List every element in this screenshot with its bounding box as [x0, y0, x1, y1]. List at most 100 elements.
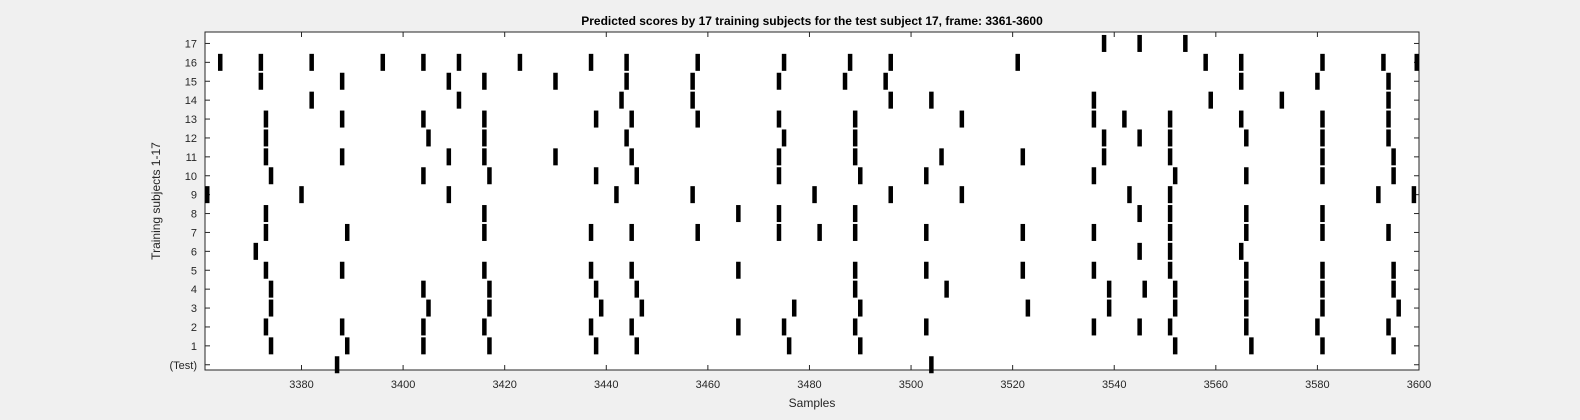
y-tick-label: 8: [191, 209, 197, 221]
score-mark: [1320, 223, 1325, 241]
score-mark: [1386, 318, 1391, 336]
score-mark: [1320, 167, 1325, 185]
chart-title: Predicted scores by 17 training subjects…: [581, 14, 1043, 28]
plot-area: [204, 31, 1420, 371]
score-mark: [263, 205, 269, 223]
score-mark: [690, 91, 695, 109]
score-mark: [852, 280, 858, 298]
x-tick-label: 3440: [594, 379, 618, 391]
x-axis-title: Samples: [789, 396, 836, 410]
x-tick-label: 3560: [1204, 379, 1228, 391]
score-mark: [1167, 186, 1173, 204]
score-mark: [1091, 318, 1097, 336]
score-mark: [1183, 34, 1188, 52]
score-mark: [593, 110, 599, 128]
score-mark: [1391, 148, 1396, 166]
score-mark: [1208, 91, 1213, 109]
score-mark: [1391, 167, 1396, 185]
score-mark: [1391, 337, 1396, 355]
score-mark: [339, 72, 345, 90]
score-mark: [959, 110, 965, 128]
score-mark: [588, 318, 594, 336]
score-mark: [593, 167, 599, 185]
score-mark: [624, 129, 629, 147]
score-mark: [852, 205, 858, 223]
score-mark: [299, 186, 304, 204]
score-mark: [776, 148, 782, 166]
score-mark: [1244, 223, 1249, 241]
score-mark: [929, 91, 934, 109]
score-mark: [1020, 148, 1026, 166]
score-mark: [456, 91, 462, 109]
score-mark: [1381, 53, 1386, 71]
score-mark: [446, 186, 452, 204]
score-mark: [888, 186, 893, 204]
score-mark: [1244, 167, 1249, 185]
score-mark: [781, 318, 787, 336]
score-mark: [1172, 167, 1178, 185]
score-mark: [588, 261, 594, 279]
y-tick-label: 17: [185, 38, 197, 50]
score-mark: [776, 167, 782, 185]
score-mark: [263, 110, 269, 128]
x-tick-label: 3520: [1000, 379, 1024, 391]
score-mark: [588, 223, 594, 241]
score-mark: [426, 129, 431, 147]
y-tick-label: 15: [185, 76, 197, 88]
score-mark: [1320, 299, 1325, 317]
score-mark: [339, 318, 345, 336]
y-tick-label: 1: [191, 341, 197, 353]
score-mark: [1142, 280, 1147, 298]
score-mark: [1167, 205, 1173, 223]
score-mark: [593, 280, 599, 298]
score-mark: [1320, 53, 1325, 71]
score-mark: [421, 318, 426, 336]
score-mark: [553, 72, 558, 90]
y-tick-label: (Test): [170, 360, 198, 372]
score-mark: [852, 318, 858, 336]
score-mark: [791, 299, 797, 317]
score-mark: [1172, 280, 1178, 298]
score-mark: [446, 72, 452, 90]
score-mark: [883, 72, 888, 90]
score-mark: [858, 299, 863, 317]
score-mark: [1172, 337, 1178, 355]
score-mark: [776, 205, 782, 223]
score-mark: [1122, 110, 1127, 128]
score-mark: [629, 261, 634, 279]
x-tick-label: 3480: [797, 379, 821, 391]
score-mark: [1106, 280, 1112, 298]
score-mark: [634, 280, 640, 298]
score-mark: [593, 337, 599, 355]
score-mark: [421, 110, 426, 128]
score-mark: [619, 91, 624, 109]
score-mark: [629, 318, 634, 336]
score-mark: [781, 53, 787, 71]
score-mark: [1091, 261, 1097, 279]
score-mark: [1320, 148, 1325, 166]
score-mark: [852, 261, 858, 279]
score-mark: [487, 167, 492, 185]
score-mark: [614, 186, 619, 204]
y-tick-label: 12: [185, 133, 197, 145]
score-mark: [482, 110, 487, 128]
score-mark: [695, 53, 700, 71]
score-mark: [334, 356, 340, 374]
y-tick-label: 5: [191, 265, 197, 277]
score-mark: [1106, 299, 1112, 317]
score-mark: [380, 53, 386, 71]
score-mark: [781, 129, 787, 147]
y-tick-label: 3: [191, 303, 197, 315]
score-mark: [629, 148, 634, 166]
y-axis-title: Training subjects 1-17: [149, 142, 163, 260]
score-mark: [1137, 318, 1142, 336]
score-mark: [339, 148, 345, 166]
score-mark: [339, 110, 345, 128]
score-mark: [695, 110, 700, 128]
score-mark: [309, 91, 314, 109]
y-tick-label: 13: [185, 114, 197, 126]
score-mark: [1015, 53, 1020, 71]
score-mark: [253, 242, 259, 260]
score-mark: [258, 53, 264, 71]
